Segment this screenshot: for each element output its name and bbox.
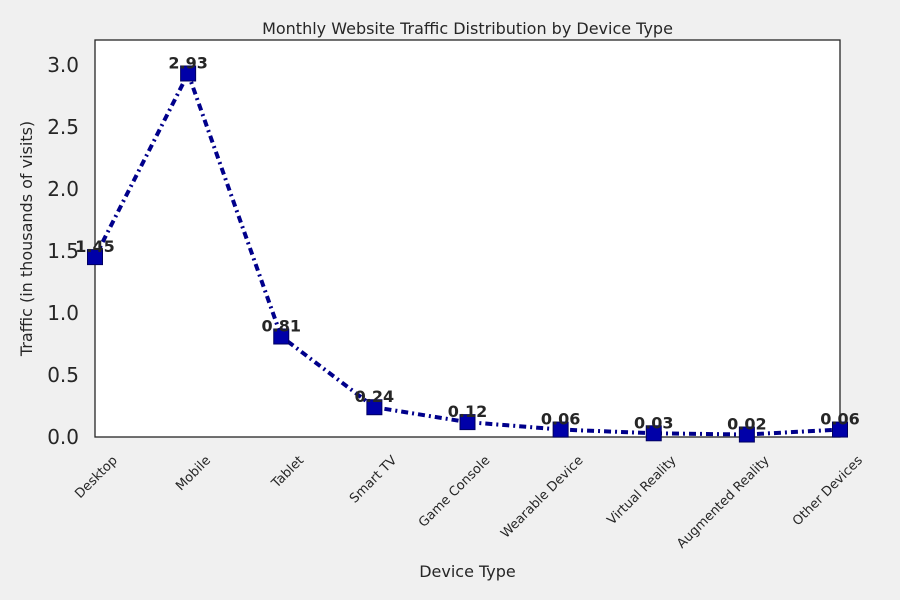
data-label: 0.12 — [448, 402, 487, 421]
y-tick-label: 2.0 — [47, 177, 79, 201]
data-labels-group: 1.45 2.93 0.81 0.24 0.12 0.06 0.03 0.02 0.06 — [75, 53, 859, 433]
data-label: 1.45 — [75, 237, 114, 256]
data-label: 0.02 — [727, 415, 766, 434]
data-point-marker — [366, 399, 383, 416]
x-tick-label: Wearable Device — [498, 453, 586, 541]
x-tick-label: Smart TV — [347, 453, 400, 506]
x-tick-label: Augmented Reality — [674, 453, 773, 552]
x-tick-label: Other Devices — [790, 453, 866, 529]
y-tick-label: 1.0 — [47, 301, 79, 325]
y-axis: 0.0 0.5 1.0 1.5 2.0 2.5 3.0 — [47, 53, 79, 449]
plot-area — [94, 39, 841, 438]
x-tick-label: Virtual Reality — [605, 453, 680, 528]
y-tick-label: 1.5 — [47, 239, 79, 263]
y-tick-label: 0.0 — [47, 425, 79, 449]
x-axis-label: Device Type — [419, 562, 516, 581]
x-tick-label: Desktop — [72, 453, 121, 502]
data-point-marker — [180, 65, 197, 82]
data-point-marker — [832, 421, 848, 438]
x-axis: Desktop Mobile Tablet Smart TV Game Console W… — [72, 453, 866, 552]
data-label: 2.93 — [168, 53, 207, 72]
x-tick-label: Game Console — [416, 453, 493, 530]
x-tick-label: Tablet — [268, 453, 307, 492]
data-point-marker — [273, 328, 290, 345]
series-group — [87, 65, 848, 443]
data-point-marker — [552, 421, 569, 438]
y-tick-label: 0.5 — [47, 363, 79, 387]
y-tick-label: 3.0 — [47, 53, 79, 77]
y-tick-label: 2.5 — [47, 115, 79, 139]
chart-title: Monthly Website Traffic Distribution by … — [262, 19, 673, 38]
data-label: 0.03 — [634, 413, 673, 432]
data-label: 0.81 — [262, 317, 301, 336]
x-tick-label: Mobile — [173, 453, 214, 494]
data-label: 0.24 — [355, 387, 394, 406]
data-point-marker — [459, 414, 476, 431]
data-label: 0.06 — [541, 410, 580, 429]
data-point-marker — [87, 249, 103, 266]
data-label: 0.06 — [820, 410, 859, 429]
data-point-marker — [645, 425, 662, 442]
data-point-marker — [738, 426, 755, 443]
y-axis-label: Traffic (in thousands of visits) — [17, 121, 36, 357]
